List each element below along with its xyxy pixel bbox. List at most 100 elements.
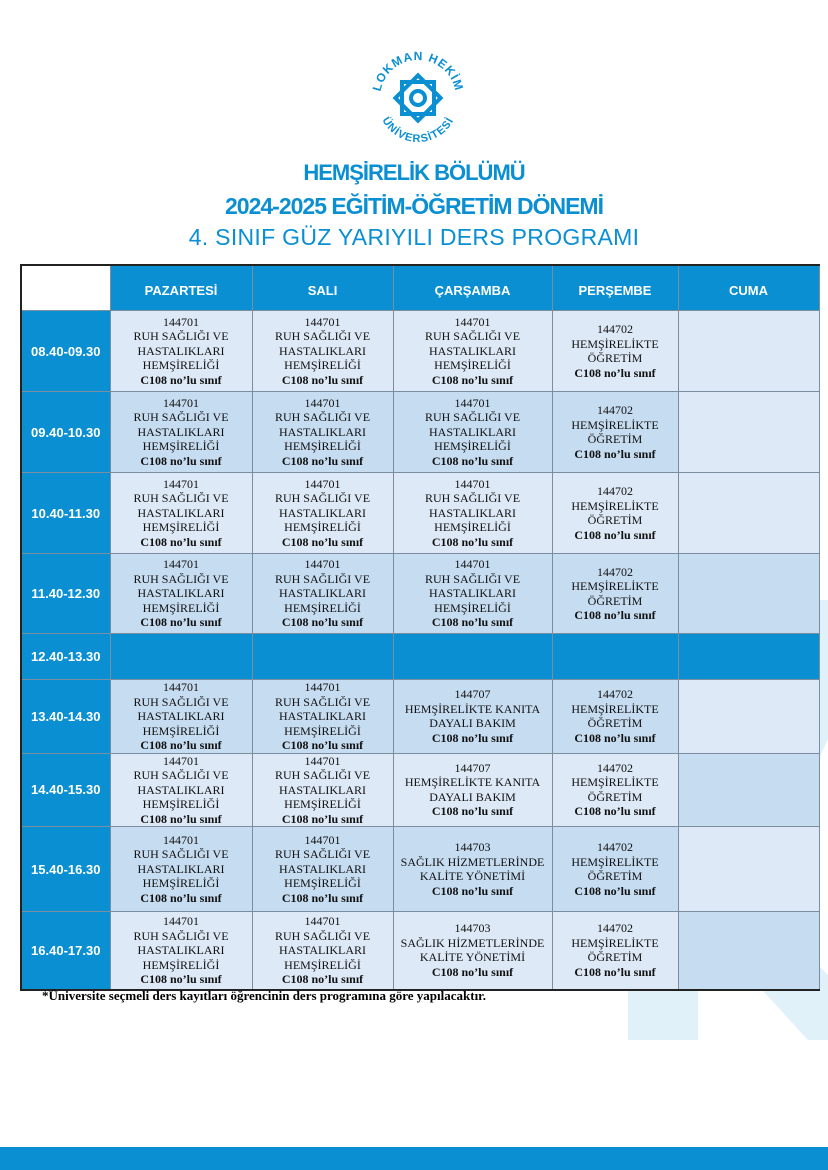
classroom: C108 no’lu sınıf bbox=[574, 964, 656, 979]
course-name-line: HEMŞİRELİĞİ bbox=[434, 520, 511, 535]
course-cell: 144701 RUH SAĞLIĞI VE HASTALIKLARI HEMŞİREL… bbox=[109, 752, 253, 827]
course-code: 144701 bbox=[304, 832, 341, 847]
course-name-line: KALİTE YÖNETİMİ bbox=[419, 869, 526, 883]
empty-cell bbox=[677, 633, 820, 680]
course-name-line: RUH SAĞLIĞI VE bbox=[424, 329, 521, 344]
course-cell: 144702 HEMŞİRELİKTE ÖĞRETİM C108 no’lu sını… bbox=[551, 752, 679, 827]
empty-cell bbox=[677, 391, 820, 473]
course-name-line: HASTALIKLARI bbox=[428, 586, 517, 601]
course-name-line: ÖĞRETİM bbox=[587, 716, 643, 731]
course-name-line: RUH SAĞLIĞI VE bbox=[274, 410, 371, 425]
course-name-line: ÖĞRETİM bbox=[587, 950, 643, 965]
department-title: HEMŞİRELİK BÖLÜMÜ bbox=[303, 160, 525, 185]
course-cell: 144701 RUH SAĞLIĞI VE HASTALIKLARI HEMŞİREL… bbox=[251, 911, 394, 990]
corner-cell bbox=[20, 264, 111, 311]
table-row: 09.40-10.30 144701 RUH SAĞLIĞI VE HASTALIKL… bbox=[20, 391, 820, 473]
time-slot: 11.40-12.30 bbox=[20, 553, 111, 634]
course-name-line: RUH SAĞLIĞI VE bbox=[274, 847, 371, 862]
course-name-line: RUH SAĞLIĞI VE bbox=[133, 410, 229, 425]
empty-cell bbox=[677, 553, 820, 634]
classroom: C108 no’lu sınıf bbox=[574, 730, 656, 745]
course-name-line: RUH SAĞLIĞI VE bbox=[424, 410, 521, 425]
course-cell: 144701 RUH SAĞLIĞI VE HASTALIKLARI HEMŞİREL… bbox=[109, 310, 253, 392]
course-name-line: SAĞLIK HİZMETLERİNDE bbox=[400, 935, 545, 950]
course-code: 144701 bbox=[304, 395, 341, 410]
time-slot: 09.40-10.30 bbox=[20, 391, 111, 473]
course-cell: 144701 RUH SAĞLIĞI VE HASTALIKLARI HEMŞİREL… bbox=[109, 472, 253, 554]
course-code: 144701 bbox=[163, 753, 199, 768]
program-title: 4. SINIF GÜZ YARIYILI DERS PROGRAMI bbox=[188, 224, 640, 250]
course-code: 144701 bbox=[163, 476, 199, 491]
course-code: 144701 bbox=[454, 314, 491, 329]
course-code: 144701 bbox=[163, 680, 199, 694]
classroom: C108 no’lu sınıf bbox=[140, 972, 222, 986]
course-cell: 144701 RUH SAĞLIĞI VE HASTALIKLARI HEMŞİREL… bbox=[251, 391, 394, 473]
course-name-line: HEMŞİRELİKTE bbox=[571, 417, 659, 432]
course-cell: 144701 RUH SAĞLIĞI VE HASTALIKLARI HEMŞİREL… bbox=[109, 553, 253, 634]
course-name-line: HEMŞİRELİKTE bbox=[571, 775, 659, 790]
empty-cell bbox=[677, 826, 820, 912]
classroom: C108 no’lu sınıf bbox=[140, 453, 222, 468]
course-name-line: HEMŞİRELİĞİ bbox=[284, 876, 361, 891]
course-code: 144701 bbox=[304, 314, 341, 329]
course-code: 144703 bbox=[454, 921, 491, 936]
course-name-line: HEMŞİRELİĞİ bbox=[142, 439, 220, 454]
course-name-line: HEMŞİRELİKTE KANITA bbox=[404, 701, 541, 716]
course-name-line: RUH SAĞLIĞI VE bbox=[274, 928, 371, 943]
course-name-line: ÖĞRETİM bbox=[587, 789, 643, 804]
course-name-line: HEMŞİRELİĞİ bbox=[284, 957, 361, 972]
course-name-line: HEMŞİRELİĞİ bbox=[142, 358, 220, 373]
course-code: 144701 bbox=[304, 476, 341, 491]
table-row: 08.40-09.30 144701 RUH SAĞLIĞI VE HASTALIKL… bbox=[20, 310, 820, 392]
course-name-line: ÖĞRETİM bbox=[587, 869, 643, 883]
course-name-line: HEMŞİRELİĞİ bbox=[284, 797, 361, 811]
course-code: 144701 bbox=[163, 395, 199, 410]
course-name-line: HASTALIKLARI bbox=[278, 861, 367, 876]
course-name-line: SAĞLIK HİZMETLERİNDE bbox=[400, 854, 545, 869]
course-name-line: HASTALIKLARI bbox=[137, 586, 225, 601]
table-row: 14.40-15.30 144701 RUH SAĞLIĞI VE HASTALIKL… bbox=[20, 752, 820, 827]
course-code: 144703 bbox=[454, 840, 491, 854]
empty-cell bbox=[677, 310, 820, 392]
course-cell: 144701 RUH SAĞLIĞI VE HASTALIKLARI HEMŞİREL… bbox=[109, 826, 253, 912]
classroom: C108 no’lu sınıf bbox=[140, 534, 222, 549]
course-name-line: RUH SAĞLIĞI VE bbox=[133, 768, 229, 782]
course-name-line: HEMŞİRELİĞİ bbox=[284, 439, 361, 454]
course-code: 144701 bbox=[163, 314, 199, 329]
classroom: C108 no’lu sınıf bbox=[140, 738, 222, 752]
classroom: C108 no’lu sınıf bbox=[281, 615, 364, 630]
course-name-line: RUH SAĞLIĞI VE bbox=[424, 571, 521, 586]
course-name-line: HEMŞİRELİĞİ bbox=[434, 600, 511, 615]
course-code: 144701 bbox=[304, 914, 341, 928]
course-cell: 144701 RUH SAĞLIĞI VE HASTALIKLARI HEMŞİREL… bbox=[251, 752, 394, 827]
course-name-line: ÖĞRETİM bbox=[587, 513, 643, 527]
course-code: 144707 bbox=[454, 760, 491, 775]
course-code: 144701 bbox=[454, 395, 491, 410]
time-slot: 14.40-15.30 bbox=[20, 752, 111, 827]
course-name-line: RUH SAĞLIĞI VE bbox=[274, 694, 371, 709]
course-cell: 144701 RUH SAĞLIĞI VE HASTALIKLARI HEMŞİREL… bbox=[392, 391, 553, 473]
empty-cell bbox=[677, 911, 820, 990]
course-cell: 144702 HEMŞİRELİKTE ÖĞRETİM C108 no’lu sını… bbox=[551, 911, 679, 990]
course-code: 144702 bbox=[597, 322, 633, 336]
course-name-line: HASTALIKLARI bbox=[278, 943, 367, 957]
classroom: C108 no’lu sınıf bbox=[574, 883, 656, 898]
time-slot: 12.40-13.30 bbox=[20, 633, 111, 680]
day-header: PERŞEMBE bbox=[551, 264, 679, 311]
course-name-line: HEMŞİRELİKTE bbox=[571, 701, 659, 716]
course-name-line: HEMŞİRELİĞİ bbox=[284, 723, 361, 738]
course-name-line: RUH SAĞLIĞI VE bbox=[274, 491, 371, 506]
course-code: 144701 bbox=[304, 680, 341, 694]
course-name-line: HASTALIKLARI bbox=[137, 343, 225, 358]
course-cell: 144703 SAĞLIK HİZMETLERİNDE KALİTE YÖNETİM… bbox=[392, 826, 553, 912]
classroom: C108 no’lu sınıf bbox=[574, 365, 656, 380]
classroom: C108 no’lu sınıf bbox=[281, 972, 364, 986]
course-name-line: HEMŞİRELİĞİ bbox=[142, 876, 220, 891]
course-cell: 144701 RUH SAĞLIĞI VE HASTALIKLARI HEMŞİREL… bbox=[251, 826, 394, 912]
header-row: PAZARTESİ SALI ÇARŞAMBA PERŞEMBE CUMA bbox=[20, 264, 820, 311]
course-name-line: RUH SAĞLIĞI VE bbox=[424, 491, 521, 506]
course-cell: 144701 RUH SAĞLIĞI VE HASTALIKLARI HEMŞİREL… bbox=[251, 679, 394, 754]
course-name-line: ÖĞRETİM bbox=[587, 351, 643, 365]
course-cell: 144701 RUH SAĞLIĞI VE HASTALIKLARI HEMŞİREL… bbox=[251, 553, 394, 634]
empty-cell bbox=[392, 633, 553, 680]
